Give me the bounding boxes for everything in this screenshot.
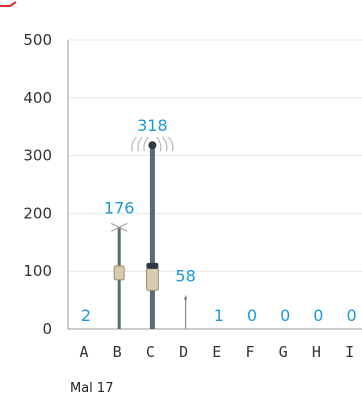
- chart-footer-label: Mal 17: [70, 381, 113, 396]
- x-tick-label: G: [279, 343, 288, 361]
- bar-head: [148, 141, 157, 150]
- signal-wave: [131, 136, 137, 152]
- x-tick-label: B: [113, 343, 122, 361]
- signal-wave: [137, 136, 143, 152]
- y-tick-label: 400: [23, 89, 52, 107]
- signal-wave: [143, 136, 149, 152]
- x-tick-label: E: [212, 343, 221, 361]
- x-tick-label: H: [312, 343, 321, 361]
- y-tick-label: 300: [23, 147, 52, 165]
- data-label: 0: [347, 306, 357, 325]
- bar-gauge: [145, 267, 159, 291]
- bar: [184, 295, 188, 329]
- bar: [110, 222, 128, 329]
- data-label: 0: [313, 306, 323, 325]
- y-axis-ticks: 0 100 200 300 400 500: [23, 31, 52, 338]
- x-tick-label: A: [79, 343, 88, 361]
- data-label: 318: [137, 116, 168, 135]
- signal-wave: [162, 136, 168, 152]
- signal-wave: [156, 136, 162, 152]
- x-tick-label: D: [179, 343, 188, 361]
- bar-head: [184, 296, 188, 300]
- red-accent-mark: [0, 1, 17, 7]
- x-tick-label: F: [245, 343, 254, 361]
- data-label: 2: [81, 306, 91, 325]
- data-labels: 2 176 318 58 1 0 0 0 0: [81, 116, 357, 325]
- data-label: 1: [214, 306, 224, 325]
- bar-top-mark: [110, 222, 128, 232]
- data-label: 176: [104, 198, 135, 217]
- data-label: 58: [175, 266, 195, 285]
- x-tick-label: C: [146, 343, 155, 361]
- bars: [110, 136, 188, 329]
- x-axis-categories: A B C D E F G H I: [79, 343, 354, 361]
- y-tick-label: 100: [23, 262, 52, 280]
- bar: [131, 136, 174, 329]
- bar-gauge-cap: [146, 262, 159, 269]
- data-label: 0: [280, 306, 290, 325]
- y-tick-label: 0: [42, 320, 52, 338]
- signal-wave: [168, 136, 174, 152]
- data-label: 0: [247, 306, 257, 325]
- y-tick-label: 500: [23, 31, 52, 49]
- x-tick-label: I: [345, 343, 354, 361]
- grid-lines: [68, 39, 362, 272]
- y-tick-label: 200: [23, 204, 52, 222]
- bar-gauge: [113, 265, 125, 281]
